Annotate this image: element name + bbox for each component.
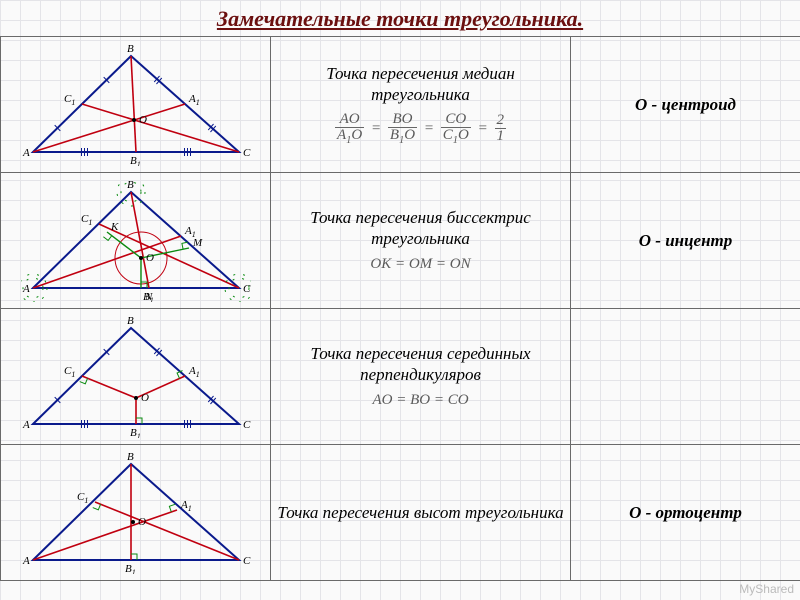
svg-text:B: B — [127, 44, 134, 55]
svg-text:O: O — [141, 392, 149, 404]
cell-name: O - ортоцентр — [571, 445, 800, 581]
svg-text:C: C — [243, 147, 251, 159]
svg-text:A: A — [22, 555, 30, 567]
table-row: A B C A1 B1 C1 O Точка пересечения серединных п… — [1, 309, 800, 445]
svg-text:C1: C1 — [77, 491, 88, 505]
cell-diagram: A B C A1 B1 C1 O — [1, 445, 271, 581]
cell-description: Точка пересечения биссектрис треугольник… — [271, 173, 571, 309]
cell-name — [571, 309, 800, 445]
svg-text:A1: A1 — [188, 93, 200, 107]
svg-text:B: B — [127, 452, 134, 463]
table-row: A B C A1 B1 C1 O Точка пересечения медиан треуг… — [1, 37, 800, 173]
cell-description: Точка пересечения высот треугольника — [271, 445, 571, 581]
row-desc: Точка пересечения серединных перпендикул… — [277, 343, 564, 386]
svg-text:A: A — [22, 283, 30, 295]
cell-diagram: KMNABCA1B1C1O — [1, 173, 271, 309]
table-row: A B C A1 B1 C1 O Точка пересечения высот треуго… — [1, 445, 800, 581]
svg-text:B1: B1 — [130, 155, 141, 166]
row-formula: AO = BO = CO — [277, 391, 564, 410]
svg-text:B: B — [127, 316, 134, 327]
watermark: MyShared — [739, 582, 794, 596]
svg-text:B1: B1 — [130, 427, 141, 438]
points-table: A B C A1 B1 C1 O Точка пересечения медиан треуг… — [0, 36, 800, 581]
svg-text:C1: C1 — [64, 93, 75, 107]
diagram-incenter: KMNABCA1B1C1O — [21, 180, 251, 302]
diagram-centroid: A B C A1 B1 C1 O — [21, 44, 251, 166]
table-row: KMNABCA1B1C1OТочка пересечения биссектри… — [1, 173, 800, 309]
svg-text:C: C — [243, 283, 251, 295]
svg-text:B: B — [127, 180, 134, 191]
svg-text:O: O — [139, 114, 147, 126]
page-container: Замечательные точки треугольника. A B C A1 B… — [0, 0, 800, 600]
cell-name: O - инцентр — [571, 173, 800, 309]
diagram-orthocenter: A B C A1 B1 C1 O — [21, 452, 251, 574]
svg-text:C: C — [243, 555, 251, 567]
svg-text:A1: A1 — [184, 225, 196, 239]
row-formula: OK = OM = ON — [277, 255, 564, 274]
row-formula: AOA1O = BOB1O = COC1O = 21 — [277, 112, 564, 147]
svg-text:A: A — [22, 147, 30, 159]
svg-text:O: O — [146, 252, 154, 264]
row-desc: Точка пересечения медиан треугольника — [277, 63, 564, 106]
cell-diagram: A B C A1 B1 C1 O — [1, 309, 271, 445]
cell-name: O - центроид — [571, 37, 800, 173]
svg-text:C: C — [243, 419, 251, 431]
svg-text:C1: C1 — [64, 365, 75, 379]
svg-text:A: A — [22, 419, 30, 431]
cell-description: Точка пересечения серединных перпендикул… — [271, 309, 571, 445]
svg-text:K: K — [110, 221, 119, 233]
svg-text:B1: B1 — [125, 563, 136, 574]
diagram-circumcenter: A B C A1 B1 C1 O — [21, 316, 251, 438]
cell-description: Точка пересечения медиан треугольника AOA… — [271, 37, 571, 173]
svg-text:O: O — [138, 516, 146, 528]
svg-text:C1: C1 — [81, 213, 92, 227]
row-desc: Точка пересечения биссектрис треугольник… — [277, 207, 564, 250]
row-desc: Точка пересечения высот треугольника — [277, 502, 564, 523]
page-title: Замечательные точки треугольника. — [0, 0, 800, 36]
cell-diagram: A B C A1 B1 C1 O — [1, 37, 271, 173]
svg-text:A1: A1 — [188, 365, 200, 379]
svg-text:A1: A1 — [180, 499, 192, 513]
